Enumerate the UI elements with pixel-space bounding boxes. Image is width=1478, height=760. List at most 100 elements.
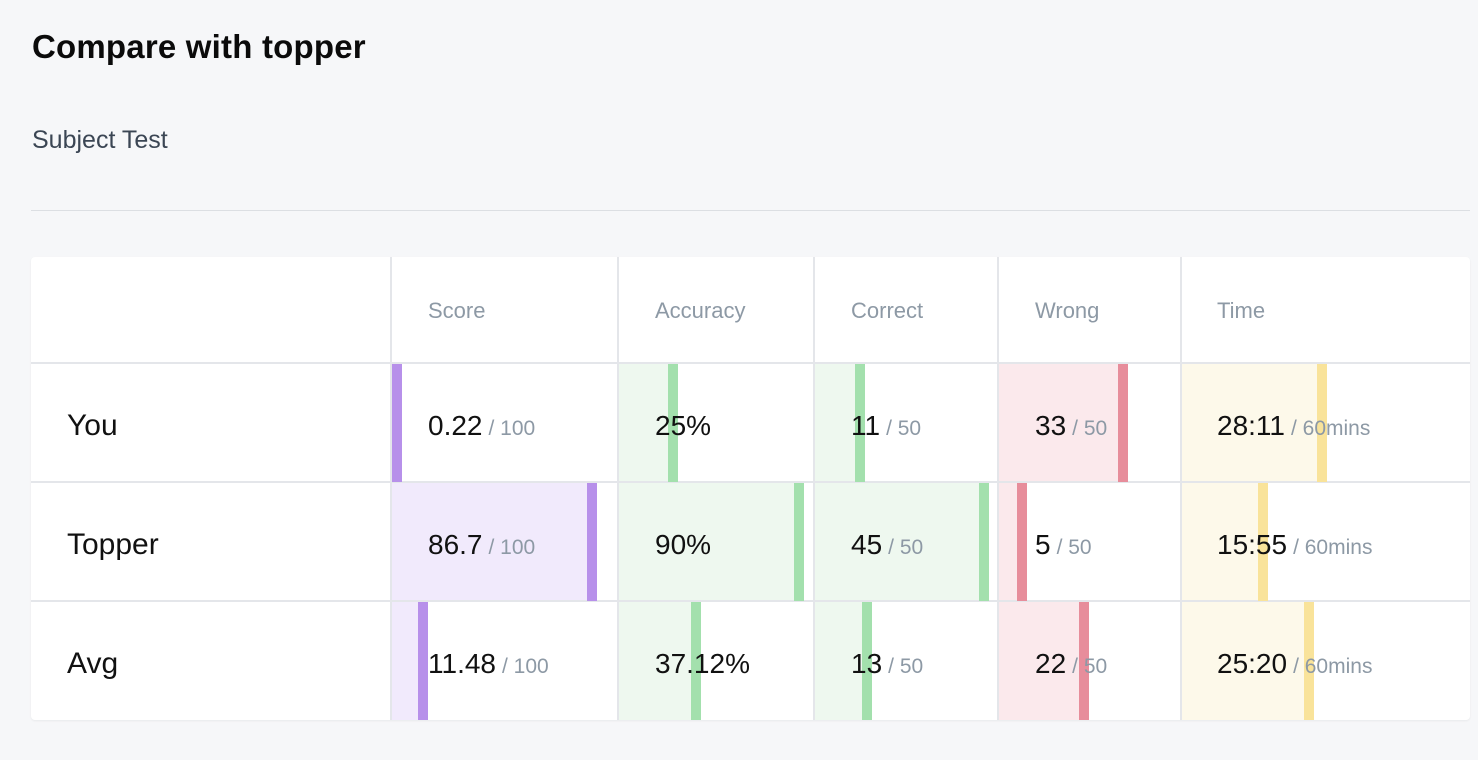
accuracy-cell: 37.12% <box>619 602 813 720</box>
table-row-topper: Topper 86.7/ 100 90% 45/ 50 5/ 50 15:55/… <box>31 483 1470 601</box>
test-name: Subject Test <box>32 126 168 154</box>
time-bar-fill <box>1182 483 1258 601</box>
score-out-of: / 100 <box>502 655 549 678</box>
accuracy-cell: 90% <box>619 483 813 601</box>
correct-cell: 45/ 50 <box>815 483 997 601</box>
score-cell: 11.48 / 100 <box>392 602 617 720</box>
time-value: 28:11 / 60mins <box>1217 410 1370 442</box>
table-header-row: Score Accuracy Correct Wrong Time <box>31 257 1470 363</box>
score-value: 11.48 / 100 <box>428 648 549 680</box>
score-bar-fill <box>392 602 418 720</box>
accuracy-cell: 25% <box>619 364 813 482</box>
column-divider <box>997 257 999 720</box>
time-cell: 25:20/ 60mins <box>1182 602 1470 720</box>
row-label: Topper <box>67 528 159 561</box>
column-divider <box>1180 257 1182 720</box>
column-divider <box>813 257 815 720</box>
accuracy-bar-marker <box>691 602 701 720</box>
correct-value: 45/ 50 <box>851 529 923 561</box>
wrong-value: 5/ 50 <box>1035 529 1092 561</box>
wrong-out-of: / 50 <box>1072 655 1108 678</box>
wrong-cell: 33/ 50 <box>999 364 1180 482</box>
wrong-bar-fill <box>999 602 1079 720</box>
time-out-of: / 60mins <box>1293 655 1373 678</box>
divider <box>31 210 1470 211</box>
score-value: 86.7/ 100 <box>428 529 535 561</box>
time-cell: 28:11 / 60mins <box>1182 364 1470 482</box>
header-cell-accuracy: Accuracy <box>619 257 813 363</box>
correct-bar-fill <box>815 602 862 720</box>
wrong-number: 22 <box>1035 648 1067 679</box>
column-divider <box>390 257 392 720</box>
time-number: 15:55 <box>1217 529 1288 560</box>
time-bar-marker <box>1304 602 1314 720</box>
wrong-number: 5 <box>1035 529 1051 560</box>
comparison-table: Score Accuracy Correct Wrong Time You 0.… <box>31 257 1470 720</box>
header-cell-wrong: Wrong <box>999 257 1180 363</box>
wrong-cell: 22/ 50 <box>999 602 1180 720</box>
wrong-cell: 5/ 50 <box>999 483 1180 601</box>
score-cell: 86.7/ 100 <box>392 483 617 601</box>
correct-bar-marker <box>862 602 872 720</box>
correct-out-of: / 50 <box>886 417 922 440</box>
accuracy-number: 37.12% <box>655 648 750 679</box>
row-label-cell: Avg <box>31 602 390 720</box>
wrong-out-of: / 50 <box>1056 536 1092 559</box>
header-cell-score: Score <box>392 257 617 363</box>
page-title: Compare with topper <box>32 28 366 65</box>
time-bar-fill <box>1182 364 1317 482</box>
score-out-of: / 100 <box>488 536 536 559</box>
correct-bar-fill <box>815 364 855 482</box>
time-out-of: / 60mins <box>1293 536 1373 559</box>
correct-out-of: / 50 <box>888 536 924 559</box>
column-divider <box>617 257 619 720</box>
wrong-bar-fill <box>999 483 1017 601</box>
correct-number: 11 <box>851 410 881 441</box>
table-row-you: You 0.22/ 100 25% 11/ 50 33/ 50 28:11/ 6… <box>31 364 1470 482</box>
accuracy-bar-fill <box>619 483 794 601</box>
accuracy-number: 25% <box>655 410 712 441</box>
score-out-of: / 100 <box>488 417 536 440</box>
row-label: You <box>67 409 118 442</box>
table-row-avg: Avg 11.48/ 100 37.12% 13/ 50 22/ 50 25:2… <box>31 602 1470 720</box>
accuracy-value: 25% <box>655 410 711 442</box>
wrong-value: 33/ 50 <box>1035 410 1107 442</box>
correct-out-of: / 50 <box>888 655 924 678</box>
score-number: 86.7 <box>428 529 483 560</box>
correct-number: 45 <box>851 529 883 560</box>
score-number: 0.22 <box>428 410 483 441</box>
row-divider <box>31 600 1470 602</box>
wrong-bar-marker <box>1079 602 1089 720</box>
time-out-of: / 60mins <box>1291 417 1371 440</box>
correct-bar-marker <box>979 483 989 601</box>
correct-column-header: Correct <box>851 298 924 323</box>
row-divider <box>31 362 1470 364</box>
score-value: 0.22/ 100 <box>428 410 535 442</box>
accuracy-number: 90% <box>655 529 712 560</box>
wrong-bar-fill <box>999 364 1118 482</box>
correct-cell: 11/ 50 <box>815 364 997 482</box>
time-number: 25:20 <box>1217 648 1288 679</box>
time-bar-marker <box>1317 364 1327 482</box>
score-column-header: Score <box>428 298 486 323</box>
time-cell: 15:55/ 60mins <box>1182 483 1470 601</box>
accuracy-value: 37.12% <box>655 648 750 680</box>
score-bar-fill <box>392 483 587 601</box>
correct-bar-marker <box>855 364 865 482</box>
correct-number: 13 <box>851 648 883 679</box>
score-cell: 0.22/ 100 <box>392 364 617 482</box>
accuracy-column-header: Accuracy <box>655 298 746 323</box>
row-label-cell: You <box>31 364 390 482</box>
wrong-out-of: / 50 <box>1072 417 1108 440</box>
row-label: Avg <box>67 647 119 680</box>
time-column-header: Time <box>1217 298 1266 323</box>
header-cell-correct: Correct <box>815 257 997 363</box>
wrong-bar-marker <box>1118 364 1128 482</box>
correct-value: 11/ 50 <box>851 410 921 442</box>
correct-bar-fill <box>815 483 979 601</box>
accuracy-bar-fill <box>619 364 668 482</box>
accuracy-value: 90% <box>655 529 711 561</box>
wrong-column-header: Wrong <box>1035 298 1100 323</box>
header-empty-cell <box>31 257 390 363</box>
score-bar-marker <box>392 364 402 482</box>
